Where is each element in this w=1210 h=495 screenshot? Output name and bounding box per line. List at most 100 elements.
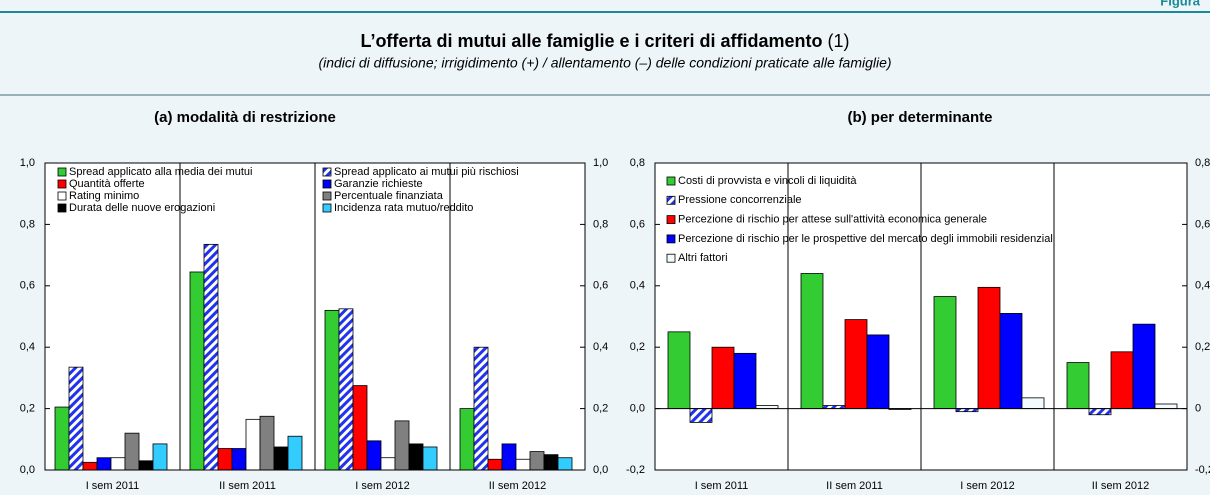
bar <box>380 457 396 471</box>
y-tick-label: 0,2 <box>630 341 645 353</box>
bar <box>422 446 438 471</box>
legend-label: Percezione di rischio per le prospettive… <box>678 233 1055 245</box>
y2-tick-label: 0,0 <box>593 464 608 476</box>
bar <box>999 313 1023 409</box>
y2-tick-label: 0 <box>1195 403 1201 415</box>
legend-label: Durata delle nuove erogazioni <box>69 202 215 214</box>
bar <box>844 319 868 410</box>
legend-swatch <box>666 215 676 225</box>
bar <box>933 296 957 410</box>
x-tick-label: I sem 2011 <box>695 480 749 492</box>
plot-frame <box>44 162 586 471</box>
bar <box>138 460 154 471</box>
bar <box>711 346 735 410</box>
bar <box>501 443 517 471</box>
bar <box>338 308 354 471</box>
bar <box>366 440 382 471</box>
legend-label: Percezione di rischio per attese sull'at… <box>678 214 987 226</box>
legend-swatch <box>666 253 676 263</box>
subtitle: (indici di diffusione; irrigidimento (+)… <box>318 55 891 71</box>
y2-tick-label: 0,8 <box>593 218 608 230</box>
figure-label: Figura <box>1160 0 1200 8</box>
legend-swatch <box>322 167 332 177</box>
bar <box>667 331 691 410</box>
bar <box>1088 408 1112 416</box>
y2-tick-label: 0,6 <box>593 280 608 292</box>
bar <box>82 461 98 471</box>
bar <box>124 432 140 471</box>
bar <box>245 418 261 471</box>
bar <box>977 286 1001 409</box>
x-tick-label: II sem 2012 <box>489 480 546 492</box>
bar <box>287 435 303 471</box>
bar <box>543 454 559 471</box>
panel-title: (b) per determinante <box>847 109 992 126</box>
bar <box>529 451 545 471</box>
y-tick-label: 0,6 <box>630 218 645 230</box>
x-tick-label: I sem 2012 <box>960 480 1014 492</box>
bar <box>352 385 368 471</box>
bar <box>217 448 233 471</box>
bar <box>408 443 424 471</box>
legend-label: Pressione concorrenziale <box>678 194 802 206</box>
bar <box>800 273 824 409</box>
bar <box>231 448 247 471</box>
title-note: (1) <box>828 31 850 51</box>
y-tick-label: 0,2 <box>20 403 35 415</box>
legend-swatch <box>666 195 676 205</box>
legend-swatch <box>666 176 676 186</box>
y2-tick-label: 0,4 <box>593 341 608 353</box>
y2-tick-label: -0,2 <box>1195 464 1210 476</box>
bar <box>515 458 531 471</box>
y2-tick-label: 0,6 <box>1195 218 1210 230</box>
chart-title: L’offerta di mutui alle famiglie e i cri… <box>360 31 849 51</box>
x-tick-label: I sem 2011 <box>86 480 140 492</box>
y2-tick-label: 0,2 <box>593 403 608 415</box>
y-tick-label: 0,8 <box>20 218 35 230</box>
legend-swatch <box>57 203 67 213</box>
legend-swatch <box>322 203 332 213</box>
title-main: L’offerta di mutui alle famiglie e i cri… <box>360 31 822 51</box>
bar <box>459 408 475 471</box>
legend-label: Costi di provvista e vincoli di liquidit… <box>678 175 857 187</box>
y-tick-label: 1,0 <box>20 157 35 169</box>
bar <box>866 334 890 410</box>
bar <box>557 457 573 471</box>
legend-swatch <box>666 234 676 244</box>
bar <box>394 420 410 471</box>
bar <box>54 406 70 471</box>
y2-tick-label: 1,0 <box>593 157 608 169</box>
legend-label: Altri fattori <box>678 252 728 264</box>
bar <box>96 457 112 471</box>
legend-label: Incidenza rata mutuo/reddito <box>334 202 473 214</box>
x-tick-label: II sem 2011 <box>219 480 276 492</box>
y-tick-label: 0,0 <box>20 464 35 476</box>
y-tick-label: 0,8 <box>630 157 645 169</box>
y2-tick-label: 0,2 <box>1195 341 1210 353</box>
bar <box>324 309 340 471</box>
bar <box>473 346 489 471</box>
bar <box>1021 397 1045 410</box>
legend-swatch <box>322 179 332 189</box>
legend-swatch <box>57 167 67 177</box>
plot-frame <box>654 162 1188 471</box>
y-tick-label: 0,6 <box>20 280 35 292</box>
bar <box>203 243 219 471</box>
x-tick-label: II sem 2011 <box>826 480 883 492</box>
panel-title: (a) modalità di restrizione <box>154 109 336 126</box>
bar <box>110 457 126 471</box>
bar <box>1132 323 1156 409</box>
legend-label: Spread applicato alla media dei mutui <box>69 166 252 178</box>
x-tick-label: II sem 2012 <box>1092 480 1149 492</box>
y-tick-label: 0,4 <box>20 341 35 353</box>
bar <box>273 446 289 471</box>
bar <box>68 366 84 471</box>
bar <box>689 408 713 423</box>
y-tick-label: 0,4 <box>630 280 645 292</box>
y2-tick-label: 0,8 <box>1195 157 1210 169</box>
legend-label: Quantità offerte <box>69 178 145 190</box>
bar <box>733 352 757 409</box>
bar <box>189 271 205 471</box>
bar <box>1110 351 1134 409</box>
y-tick-label: -0,2 <box>626 464 645 476</box>
